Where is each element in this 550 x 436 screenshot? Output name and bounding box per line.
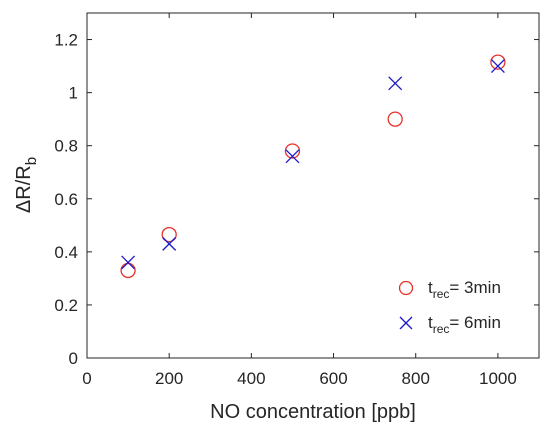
x-tick-label: 400 <box>237 369 265 388</box>
y-axis-title-main: ΔR/R <box>13 165 35 213</box>
y-tick-label: 0.4 <box>54 243 78 262</box>
data-point-x <box>490 59 505 74</box>
legend-label-main: t <box>428 278 433 297</box>
x-tick-label: 800 <box>402 369 430 388</box>
y-tick-label: 0.6 <box>54 190 78 209</box>
x-tick-label: 1000 <box>479 369 517 388</box>
y-axis-title-sub: b <box>23 157 40 165</box>
legend-label-rest: = 3min <box>449 278 501 297</box>
data-point-circle <box>284 143 301 159</box>
x-tick-label: 200 <box>155 369 183 388</box>
data-point-circle <box>387 111 403 127</box>
y-axis-ticks: 0 0.2 0.4 0.6 0.8 1 1.2 <box>54 31 539 368</box>
data-points <box>120 54 506 279</box>
y-tick-label: 1 <box>69 84 78 103</box>
data-point-circle <box>120 262 136 279</box>
y-tick-label: 0.8 <box>54 137 78 156</box>
legend-item-6min: trec= 6min <box>399 313 501 336</box>
plot-area <box>87 13 539 358</box>
svg-text:trec= 6min: trec= 6min <box>428 313 501 336</box>
legend: trec= 3min trec= 6min <box>398 278 501 336</box>
y-tick-label: 0 <box>69 349 78 368</box>
data-point-circle <box>161 226 177 243</box>
y-tick-label: 1.2 <box>54 31 78 50</box>
legend-label-sub: rec <box>433 287 450 301</box>
y-axis-title: ΔR/Rb <box>13 157 40 213</box>
svg-text:trec= 3min: trec= 3min <box>428 278 501 301</box>
x-axis-title: NO concentration [ppb] <box>210 401 416 423</box>
legend-marker-circle <box>398 280 414 296</box>
legend-item-3min: trec= 3min <box>398 278 501 301</box>
data-point-x <box>285 149 300 164</box>
x-tick-label: 600 <box>319 369 347 388</box>
legend-label-sub: rec <box>433 322 450 336</box>
data-point-circle <box>490 54 506 70</box>
svg-text:ΔR/Rb: ΔR/Rb <box>13 157 40 213</box>
legend-marker-x <box>399 316 413 330</box>
data-point-x <box>162 236 177 251</box>
data-point-x <box>388 76 403 91</box>
legend-label-rest: = 6min <box>449 313 501 332</box>
legend-label-main: t <box>428 313 433 332</box>
data-point-x <box>121 255 136 270</box>
x-axis-ticks: 0 200 400 600 800 1000 <box>82 13 517 388</box>
y-tick-label: 0.2 <box>54 296 78 315</box>
plot-frame <box>86 12 540 359</box>
x-tick-label: 0 <box>82 369 91 388</box>
